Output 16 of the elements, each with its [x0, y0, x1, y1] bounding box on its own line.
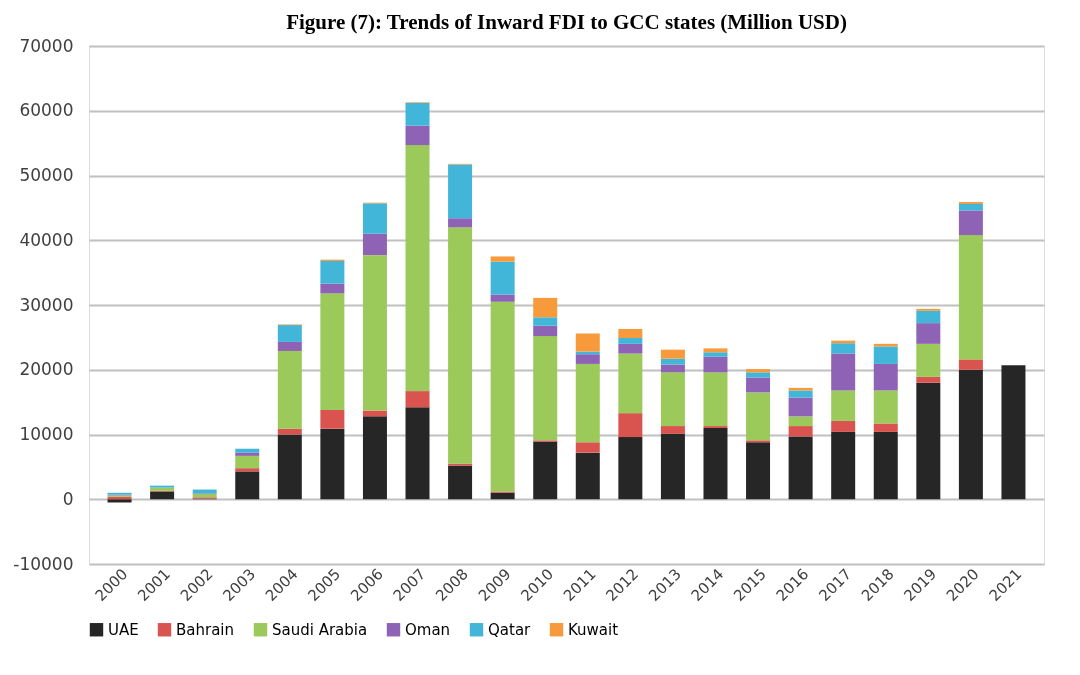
y-tick-label: -10000 — [13, 553, 74, 574]
legend-label: Saudi Arabia — [272, 620, 368, 639]
y-tick-label: 40000 — [19, 229, 74, 250]
legend-label: Kuwait — [568, 620, 619, 639]
y-tick-label: 20000 — [19, 359, 74, 380]
y-tick-label: 30000 — [19, 294, 74, 315]
y-tick-label: 10000 — [19, 424, 74, 444]
y-tick-label: 0 — [62, 488, 74, 509]
y-tick-label: 70000 — [19, 35, 74, 56]
legend-label: Bahrain — [176, 620, 235, 639]
legend-label: Qatar — [488, 620, 532, 639]
y-tick-label: 50000 — [19, 165, 74, 185]
chart-title: Figure (7): Trends of Inward FDI to GCC states (Million USD) — [286, 10, 847, 34]
legend-label: Oman — [405, 620, 451, 639]
y-tick-label: 60000 — [19, 100, 74, 121]
legend-label: UAE — [108, 620, 139, 639]
